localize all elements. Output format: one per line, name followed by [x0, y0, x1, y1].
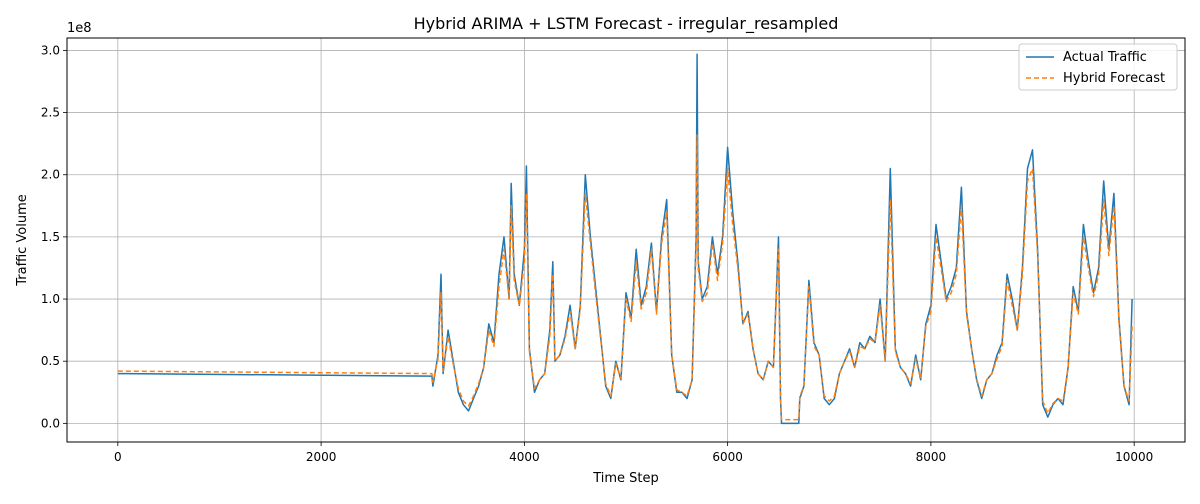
grid — [67, 38, 1185, 442]
y-tick-label: 1.5 — [41, 230, 60, 244]
x-axis-label: Time Step — [592, 471, 659, 486]
x-tick-label: 0 — [114, 450, 122, 464]
y-axis-label: Traffic Volume — [15, 194, 30, 287]
series-group — [117, 53, 1133, 425]
legend-label-actual: Actual Traffic — [1063, 50, 1147, 65]
legend: Actual Traffic Hybrid Forecast — [1018, 43, 1178, 91]
x-tick-label: 2000 — [306, 450, 337, 464]
y-tick-label: 3.0 — [41, 43, 60, 57]
x-tick-label: 8000 — [916, 450, 947, 464]
y-tick-label: 0.5 — [41, 354, 60, 368]
x-tick-label: 4000 — [509, 450, 540, 464]
plot-area — [67, 38, 1185, 442]
series-line-1 — [117, 134, 1133, 421]
y-tick-label: 0.0 — [41, 416, 60, 430]
y-tick-label: 1.0 — [41, 292, 60, 306]
y-tick-label: 2.0 — [41, 168, 60, 182]
chart-title: Hybrid ARIMA + LSTM Forecast - irregular… — [414, 14, 839, 34]
ticks: 0 2000 4000 6000 8000 10000 0.0 0.5 1.0 1.5 2.0 2.5… — [41, 43, 1153, 464]
y-tick-label: 2.5 — [41, 106, 60, 120]
legend-label-forecast: Hybrid Forecast — [1063, 71, 1165, 86]
y-axis-multiplier: 1e8 — [67, 21, 92, 36]
x-tick-label: 6000 — [712, 450, 743, 464]
legend-box — [1018, 43, 1178, 91]
x-tick-label: 10000 — [1115, 450, 1153, 464]
plot-frame — [66, 37, 1186, 443]
